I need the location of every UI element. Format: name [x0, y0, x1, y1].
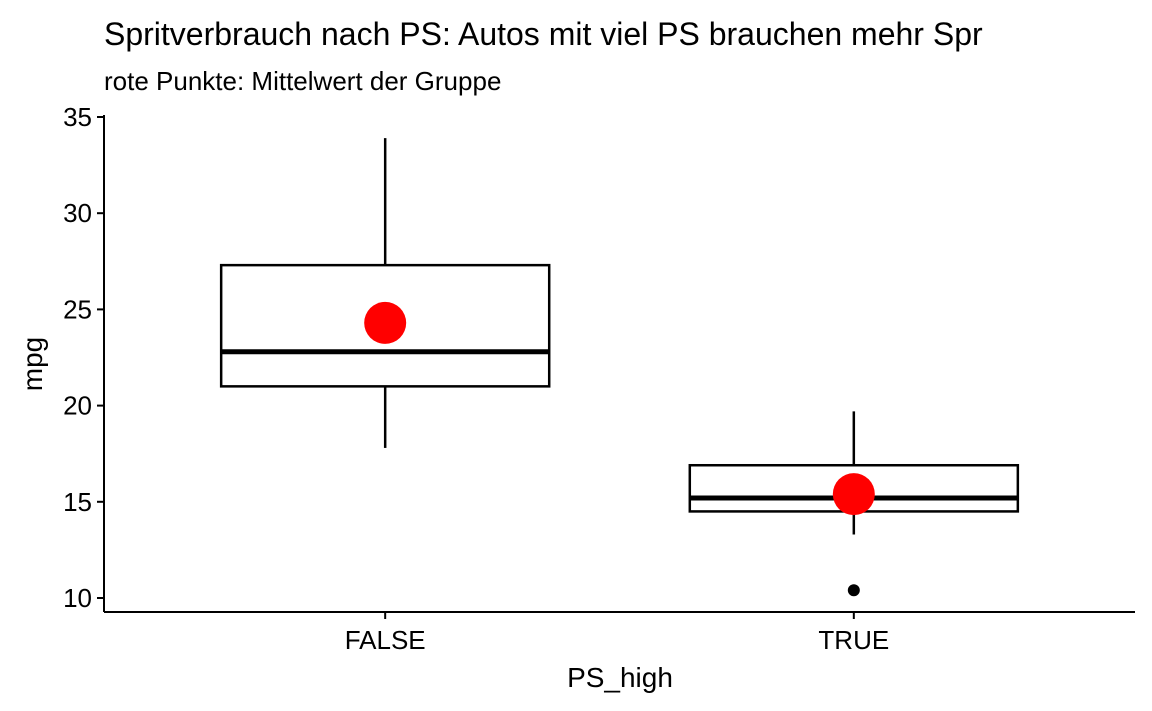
chart-subtitle: rote Punkte: Mittelwert der Gruppe — [104, 66, 501, 96]
y-tick-label: 15 — [63, 487, 92, 517]
mean-point — [364, 301, 407, 344]
y-tick-label: 10 — [63, 583, 92, 613]
x-axis-label: PS_high — [567, 662, 673, 693]
y-axis-label: mpg — [17, 337, 48, 391]
x-tick-label: TRUE — [818, 625, 889, 655]
plot-area: 10 15 20 25 30 35 FALSE TRUE — [63, 102, 1135, 655]
mean-point — [832, 473, 875, 516]
y-tick-label: 25 — [63, 294, 92, 324]
y-tick-label: 35 — [63, 102, 92, 132]
x-tick-label: FALSE — [345, 625, 426, 655]
outlier-point — [847, 584, 860, 597]
y-tick-label: 30 — [63, 198, 92, 228]
chart-title: Spritverbrauch nach PS: Autos mit viel P… — [104, 16, 983, 52]
y-tick-label: 20 — [63, 391, 92, 421]
